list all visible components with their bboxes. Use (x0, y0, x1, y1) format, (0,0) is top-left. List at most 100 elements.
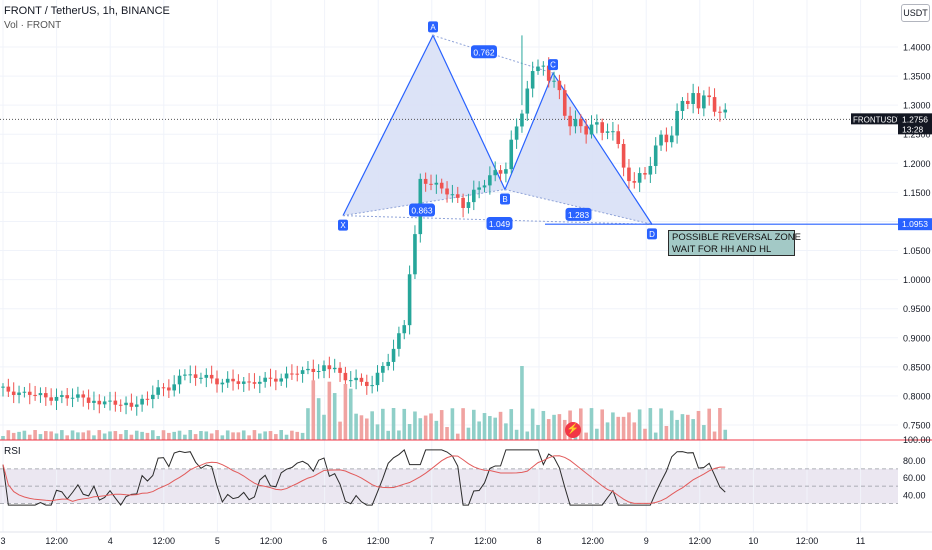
volume-bar (231, 432, 235, 440)
volume-bar (691, 419, 695, 440)
price-tick: 1.3000 (903, 101, 931, 111)
candle-body (49, 397, 53, 401)
volume-bar (359, 415, 364, 440)
volume-bar (274, 434, 278, 440)
volume-bar (541, 410, 546, 440)
candle-body (493, 170, 497, 176)
candle-body (391, 348, 396, 362)
candle-body (472, 189, 476, 203)
candle-body (696, 93, 701, 109)
volume-bar (225, 430, 230, 440)
price-tick: 1.2000 (903, 159, 931, 169)
candle-body (595, 122, 599, 125)
candle-body (161, 387, 166, 389)
symbol-tag (851, 113, 898, 125)
volume-bar (621, 416, 626, 440)
volume-bar (461, 408, 465, 440)
candle-body (209, 374, 214, 379)
volume-bar (124, 430, 128, 440)
candle-body (482, 185, 487, 188)
candle-body (129, 402, 134, 407)
volume-bar (65, 435, 69, 440)
volume-bar (696, 410, 701, 440)
time-tick: 8 (536, 536, 541, 546)
candle-body (621, 143, 626, 168)
candle-body (707, 95, 711, 98)
candle-body (397, 333, 401, 349)
candle-body (723, 109, 728, 113)
candle-body (546, 65, 551, 81)
candle-body (268, 377, 273, 379)
volume-bar (118, 434, 123, 440)
volume-bar (477, 421, 481, 440)
level-tag-text: 1.0953 (902, 219, 928, 229)
price-tick: 1.0500 (903, 246, 931, 256)
ratio-marker (471, 45, 497, 59)
pattern-point-marker (647, 228, 657, 240)
volume-bar (653, 432, 658, 440)
currency-button[interactable]: USDT (901, 4, 930, 22)
ratio-marker (409, 203, 435, 217)
volume-bar (579, 408, 583, 440)
ratio-label: 1.049 (489, 219, 511, 229)
time-tick: 10 (748, 536, 758, 546)
volume-bar (81, 432, 86, 440)
candle-body (247, 381, 251, 383)
volume-bar (493, 417, 497, 440)
candle-body (183, 374, 187, 376)
volume-bar (38, 434, 43, 440)
volume-indicator-label[interactable]: Vol · FRONT (4, 20, 62, 31)
volume-bar (193, 434, 198, 440)
candle-body (354, 377, 358, 381)
candle-body (167, 387, 171, 391)
price-tick: 1.0000 (903, 275, 931, 285)
reversal-zone-note[interactable]: POSSIBLE REVERSAL ZONE WAIT FOR HH AND H… (668, 230, 801, 256)
candle-body (44, 393, 48, 398)
candle-body (589, 124, 594, 135)
gridlines (0, 0, 898, 532)
candle-body (252, 382, 257, 384)
rsi-indicator-label[interactable]: RSI (4, 446, 21, 457)
candle-body (65, 395, 69, 399)
candle-body (669, 135, 674, 143)
candle-body (439, 182, 444, 189)
candle-body (573, 118, 578, 127)
candle-body (102, 401, 107, 405)
candle-body (348, 380, 353, 382)
volume-bar (718, 408, 722, 440)
note-line-2: WAIT FOR HH AND HL (672, 244, 772, 255)
candle-body (568, 115, 572, 127)
candle-body (530, 71, 535, 89)
volume-bar (482, 413, 487, 440)
volume-bar (172, 431, 176, 440)
candle-body (97, 400, 102, 405)
volume-bar (290, 430, 294, 440)
candlesticks (1, 35, 728, 416)
candle-body (177, 375, 182, 385)
volume-bar (49, 431, 53, 440)
candle-body (407, 274, 412, 326)
volume-bar (632, 422, 637, 440)
time-tick: 5 (215, 536, 220, 546)
rsi-tick: 40.00 (903, 490, 926, 500)
volume-bar (627, 412, 631, 440)
volume-bar (546, 419, 551, 440)
volume-bar (161, 430, 166, 440)
volume-bar (241, 430, 246, 440)
symbol-title[interactable]: FRONT / TetherUS, 1h, BINANCE (4, 5, 170, 17)
volume-bar (648, 408, 653, 440)
ratio-marker (486, 217, 513, 231)
candle-body (520, 113, 524, 127)
volume-bar (86, 430, 91, 440)
volume-bar (407, 424, 412, 440)
volume-bar (504, 423, 508, 440)
volume-bar (605, 422, 610, 440)
lightning-icon[interactable]: ⚡ (565, 422, 581, 438)
candle-body (188, 374, 193, 376)
volume-bar (659, 408, 663, 440)
candle-body (455, 194, 460, 198)
candle-body (702, 95, 706, 109)
volume-bar (44, 431, 48, 440)
volume-bar (381, 408, 385, 440)
